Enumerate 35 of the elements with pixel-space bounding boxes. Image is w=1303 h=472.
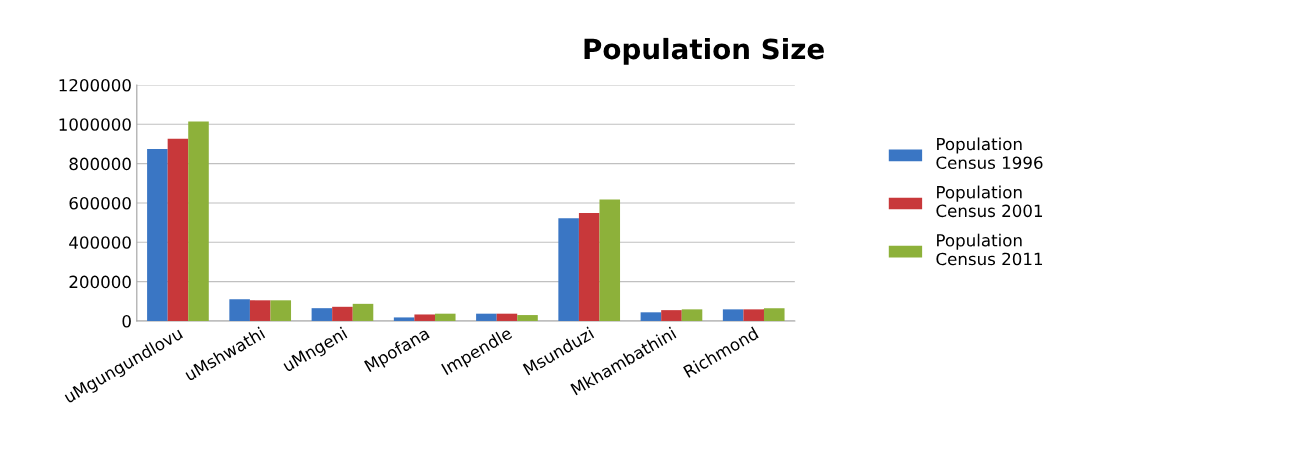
y-tick-label: 600000 <box>69 196 131 210</box>
bar <box>147 148 168 321</box>
bar <box>763 308 785 321</box>
chart-title: Population Size <box>584 37 824 65</box>
bar <box>558 218 579 321</box>
bar <box>393 317 415 321</box>
bar <box>681 309 703 321</box>
bar <box>270 300 292 321</box>
bar <box>188 121 209 321</box>
y-tick-label: 0 <box>122 314 131 328</box>
bar <box>722 309 744 321</box>
legend-label: Population Census 2001 <box>936 185 1043 218</box>
bar <box>476 313 497 321</box>
y-tick-label: 400000 <box>69 236 131 249</box>
bar <box>229 299 250 321</box>
bar <box>167 138 189 321</box>
bar <box>743 309 764 321</box>
bar <box>578 212 600 321</box>
bar <box>496 313 518 321</box>
bar <box>311 308 333 321</box>
y-tick-label: 800000 <box>69 157 131 171</box>
y-tick-label: 1000000 <box>59 118 131 131</box>
legend-label: Population Census 2011 <box>936 233 1043 266</box>
bar <box>434 313 456 321</box>
bar <box>414 314 435 321</box>
y-tick-label: 1200000 <box>59 78 131 92</box>
bar <box>249 300 271 321</box>
bar <box>517 315 538 321</box>
bar <box>332 306 353 321</box>
bar <box>640 312 662 321</box>
bar <box>599 199 621 321</box>
bar <box>352 303 374 321</box>
legend-label: Population Census 1996 <box>936 137 1043 169</box>
y-tick-label: 200000 <box>69 275 131 289</box>
bar <box>661 310 682 321</box>
